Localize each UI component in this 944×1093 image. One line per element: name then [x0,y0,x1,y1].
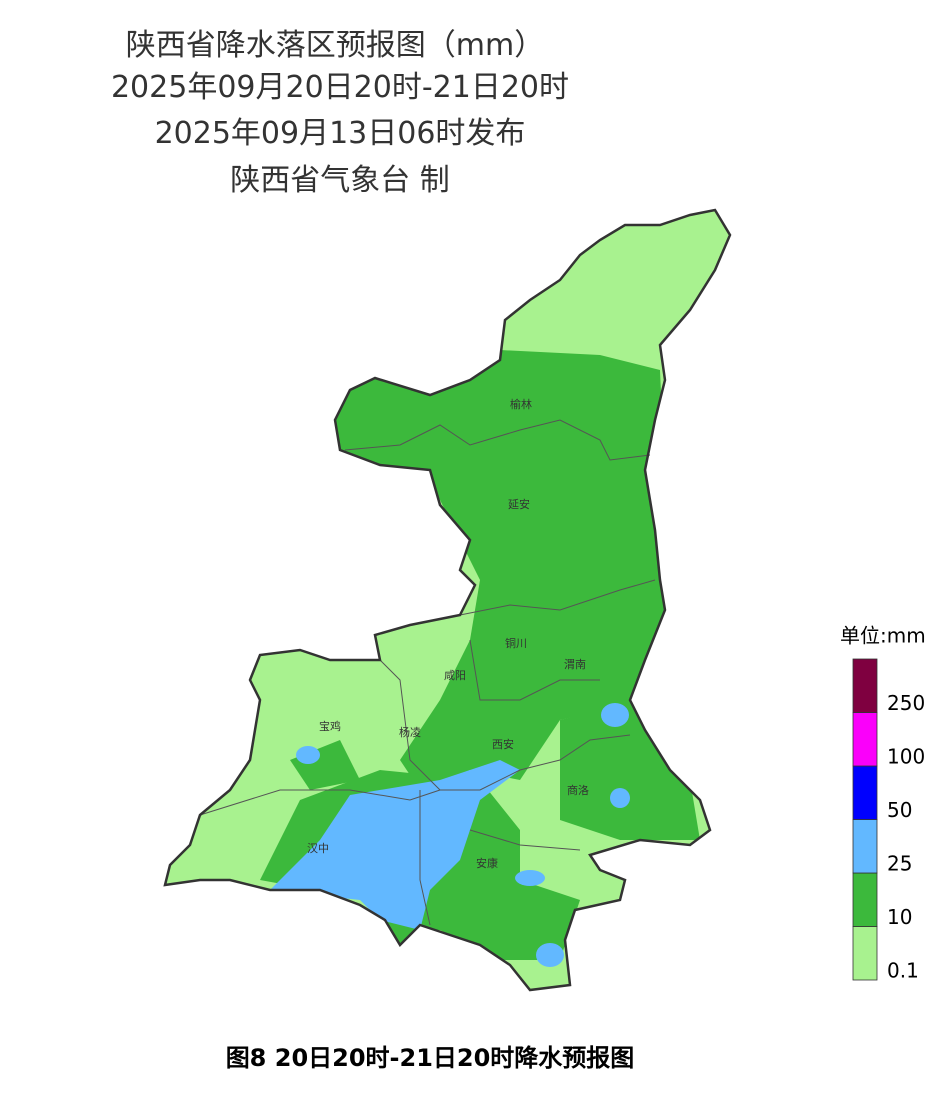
legend-swatch [852,872,878,927]
city-label: 榆林 [510,397,532,411]
city-label: 商洛 [567,783,589,797]
issuer: 陕西省气象台 制 [230,163,450,198]
legend-swatch [852,712,878,767]
area-blue [610,788,630,808]
forecast-period: 2025年09月20日20时-21日20时 [111,70,569,105]
boundaries [199,419,656,926]
boundary [469,639,600,701]
city-label: 延安 [508,497,530,511]
city-label: 宝鸡 [319,719,341,733]
city-label: 铜川 [505,636,527,650]
boundary [419,790,581,926]
legend-label: 100 [887,745,925,769]
issue-time: 2025年09月13日06时发布 [155,116,526,151]
legend-swatch [852,765,878,820]
caption: 图8 20日20时-21日20时降水预报图 [226,1044,635,1072]
legend-label: 250 [887,691,925,715]
legend-label: 25 [887,852,912,876]
area-blue [296,746,320,764]
map-title: 陕西省降水落区预报图（mm） [126,28,544,63]
area-blue [601,703,629,727]
boundary [459,579,656,616]
city-label: 安康 [476,856,498,870]
legend-swatch [852,819,878,874]
boundary [344,419,651,461]
area-blue [270,760,520,930]
legend-unit: 单位:mm [840,624,926,648]
city-label: 咸阳 [444,669,466,682]
city-label: 汉中 [307,842,329,855]
city-label: 杨凌 [399,725,421,739]
legend-label: 0.1 [887,959,919,983]
area-green [560,700,700,840]
city-label: 西安 [492,737,514,751]
legend-label: 50 [887,798,912,822]
legend: 单位:mm 0.1 10 25 50 100 250 [840,624,926,983]
city-labels: 榆林 延安 铜川 咸阳 渭南 宝鸡 杨凌 西安 商洛 汉中 安康 [307,397,589,870]
area-blue [536,943,564,967]
legend-swatch [852,658,878,713]
area-blue [515,870,545,886]
legend-label: 10 [887,905,912,929]
rain-areas [165,210,730,990]
province-outline [163,208,732,992]
legend-swatch [852,926,878,981]
city-label: 渭南 [564,658,586,671]
area-green [290,740,360,790]
header: 陕西省降水落区预报图（mm） 2025年09月20日20时-21日20时 202… [111,28,569,198]
boundary [379,659,631,791]
